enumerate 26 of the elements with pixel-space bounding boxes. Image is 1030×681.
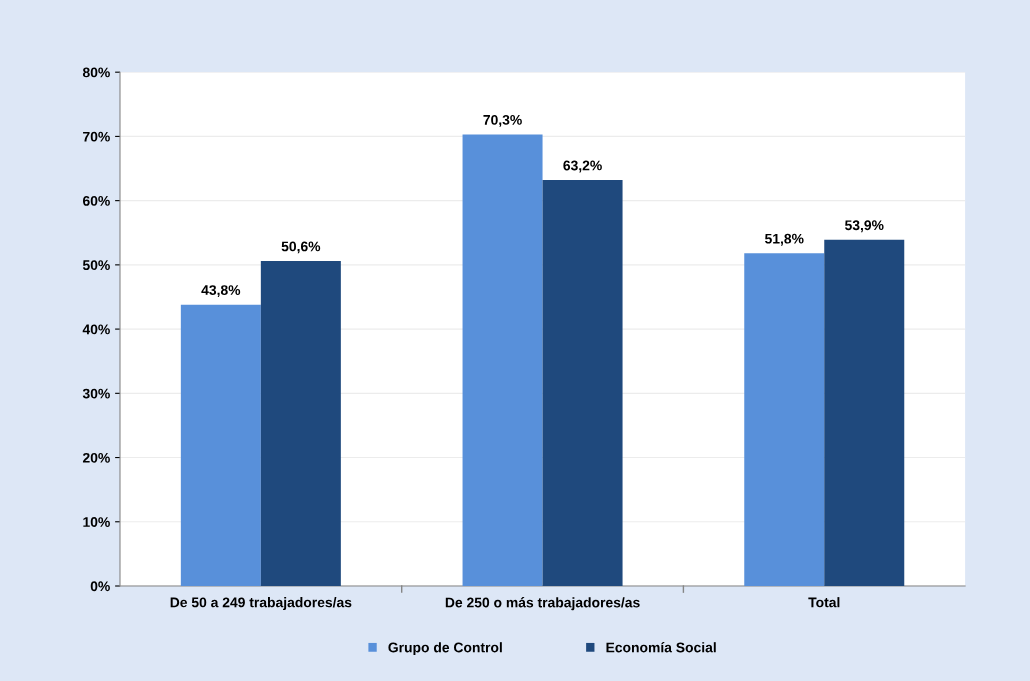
legend-label: Grupo de Control: [388, 642, 502, 656]
bar: [260, 261, 341, 586]
x-tick-label: Total: [808, 597, 840, 608]
data-label: 70,3%: [483, 114, 522, 127]
data-label: 53,9%: [845, 220, 884, 233]
bar: [824, 239, 905, 586]
x-tick-label: De 50 a 249 trabajadores/as: [170, 597, 352, 611]
bar: [180, 304, 261, 586]
data-label: 63,2%: [563, 160, 602, 173]
y-tick-label: 50%: [82, 260, 110, 271]
y-tick-label: 60%: [82, 195, 110, 206]
y-tick-label: 30%: [82, 388, 110, 399]
x-tick-label: De 250 o más trabajadores/as: [445, 597, 640, 611]
data-label: 51,8%: [764, 233, 804, 246]
y-tick-label: 80%: [82, 67, 110, 78]
bar: [744, 253, 825, 586]
bar: [462, 134, 543, 586]
bar: [542, 180, 623, 586]
y-tick-label: 20%: [82, 452, 110, 463]
legend-label: Economía Social: [606, 642, 716, 653]
data-label: 43,8%: [201, 285, 241, 298]
y-tick-label: 0%: [90, 581, 110, 592]
y-tick-label: 40%: [82, 324, 110, 335]
y-tick-label: 10%: [83, 517, 110, 527]
data-label: 50,6%: [281, 241, 321, 254]
y-tick-label: 70%: [83, 131, 110, 142]
